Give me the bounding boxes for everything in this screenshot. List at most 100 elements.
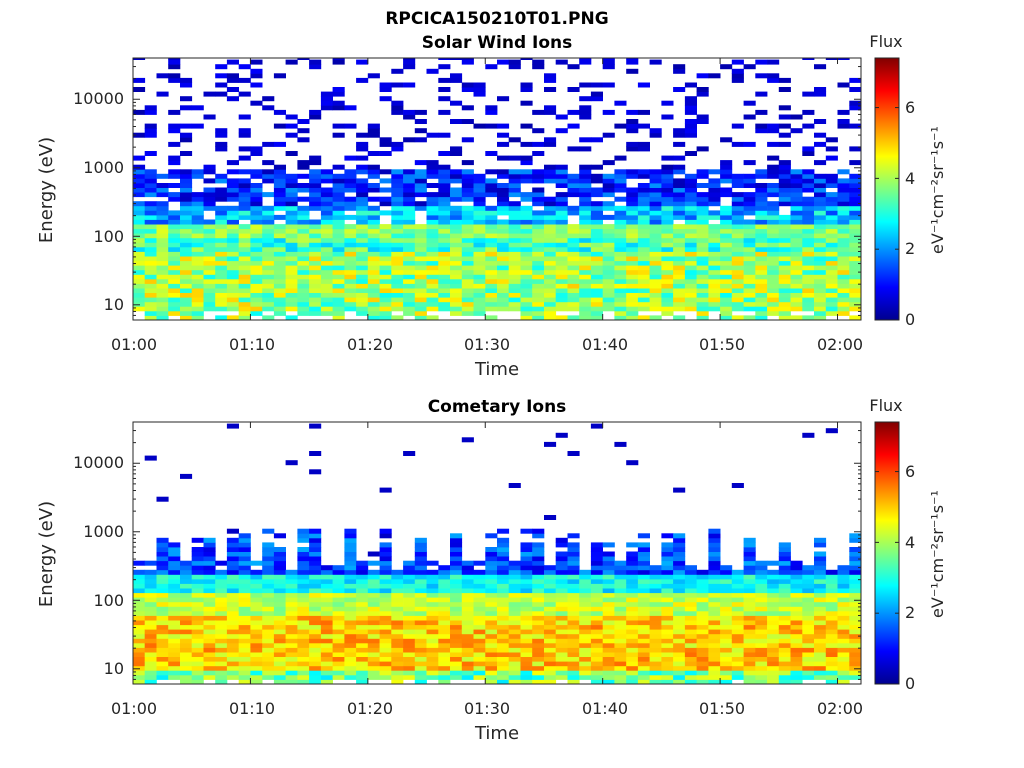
heatmap-cell (755, 306, 768, 312)
heatmap-cell (133, 219, 146, 225)
heatmap-cell (438, 169, 451, 175)
heatmap-cell (614, 674, 627, 680)
heatmap-cell (379, 652, 392, 657)
panel-cometary: Cometary Ions 01:00 01:10 01:20 01:30 01… (36, 396, 947, 744)
heatmap-cell (203, 246, 216, 252)
heatmap-cell (391, 196, 404, 202)
heatmap-cell (450, 219, 463, 225)
heatmap-cell (837, 274, 850, 280)
heatmap-cell (426, 601, 439, 607)
heatmap-cell (590, 542, 603, 548)
heatmap-cell (802, 58, 815, 60)
heatmap-cell (203, 578, 216, 584)
heatmap-cell (626, 187, 639, 193)
heatmap-cell (696, 237, 709, 243)
heatmap-cell (520, 542, 533, 548)
heatmap-cell (661, 565, 674, 571)
heatmap-cell (332, 132, 345, 138)
heatmap-cell (273, 183, 286, 188)
heatmap-cell (379, 169, 392, 175)
heatmap-cell (684, 601, 697, 607)
heatmap-cell (508, 661, 521, 667)
heatmap-cell (168, 260, 181, 266)
heatmap-cell (203, 228, 216, 234)
heatmap-cell (473, 629, 486, 635)
heatmap-cell (485, 556, 498, 562)
heatmap-cell (262, 583, 275, 589)
heatmap-cell (837, 629, 850, 635)
heatmap-cell (790, 638, 803, 644)
heatmap-cell (508, 647, 521, 653)
heatmap-cell (403, 638, 416, 644)
heatmap-cell (755, 210, 768, 216)
heatmap-cell (332, 187, 345, 193)
heatmap-cell (743, 256, 756, 262)
heatmap-cell (626, 123, 639, 129)
heatmap-cell (637, 224, 650, 230)
heatmap-cell (367, 210, 380, 216)
heatmap-cell (614, 219, 627, 225)
heatmap-cell (191, 256, 204, 262)
heatmap-cell (720, 620, 733, 626)
heatmap-cell (614, 656, 627, 662)
heatmap-cell (567, 274, 580, 280)
heatmap-cell (367, 73, 380, 79)
heatmap-cell (790, 251, 803, 257)
heatmap-cell (755, 624, 768, 630)
heatmap-cell (755, 647, 768, 653)
heatmap-cell (414, 592, 427, 598)
heatmap-cell (238, 647, 251, 653)
heatmap-cell (133, 278, 146, 284)
heatmap-cell (520, 178, 533, 184)
heatmap-cell (485, 169, 498, 175)
heatmap-cell (367, 583, 380, 589)
heatmap-cell (755, 269, 768, 275)
heatmap-cell (226, 560, 239, 566)
heatmap-cell (426, 256, 439, 262)
heatmap-cell (720, 178, 733, 184)
heatmap-cell (767, 670, 780, 676)
heatmap-cell (497, 551, 510, 557)
heatmap-cell (849, 661, 862, 667)
heatmap-cell (731, 629, 744, 635)
heatmap-cell (814, 224, 827, 230)
heatmap-cell (590, 288, 603, 293)
heatmap-cell (696, 592, 709, 598)
heatmap-cell (673, 306, 686, 312)
heatmap-cell (485, 256, 498, 262)
heatmap-cell (367, 214, 380, 220)
heatmap-cell (837, 565, 850, 571)
heatmap-cell (461, 615, 474, 621)
heatmap-cell (356, 615, 369, 621)
heatmap-cell (168, 242, 181, 248)
heatmap-cell (731, 246, 744, 252)
heatmap-cell (567, 542, 580, 548)
heatmap-cell (814, 588, 827, 594)
heatmap-cell (802, 592, 815, 598)
heatmap-cell (403, 274, 416, 280)
heatmap-cell (344, 547, 357, 552)
heatmap-cell (497, 219, 510, 225)
heatmap-cell (344, 638, 357, 644)
heatmap-cell (579, 178, 592, 184)
heatmap-cell (544, 219, 557, 225)
heatmap-cell (567, 246, 580, 252)
heatmap-cell (814, 615, 827, 621)
heatmap-cell (485, 533, 498, 539)
heatmap-cell (837, 265, 850, 271)
heatmap-cell (203, 283, 216, 289)
colorbar-ticks (875, 471, 899, 685)
heatmap-cell (649, 269, 662, 275)
heatmap-cell (133, 132, 146, 138)
heatmap-cell (332, 588, 345, 594)
heatmap-cell (684, 256, 697, 262)
heatmap-cell (297, 269, 310, 275)
heatmap-cell (414, 633, 427, 639)
heatmap-cell (403, 201, 416, 207)
heatmap-cell (508, 246, 521, 252)
heatmap-cell (156, 629, 169, 635)
heatmap-cell (696, 597, 709, 603)
heatmap-cell (226, 59, 239, 65)
heatmap-cell (320, 306, 333, 312)
heatmap-cell (438, 283, 451, 289)
